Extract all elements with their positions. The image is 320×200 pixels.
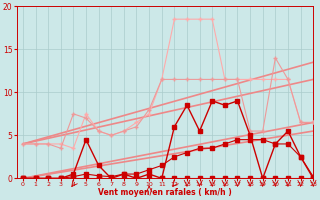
X-axis label: Vent moyen/en rafales ( km/h ): Vent moyen/en rafales ( km/h ) (98, 188, 232, 197)
